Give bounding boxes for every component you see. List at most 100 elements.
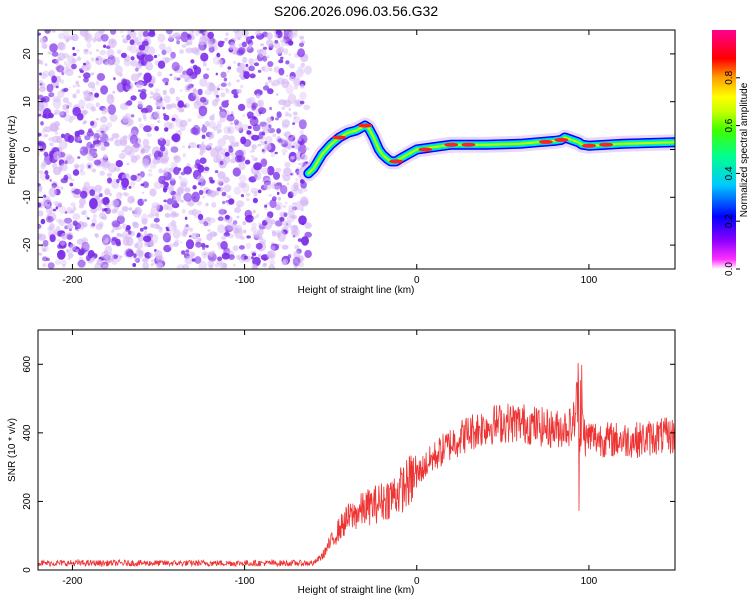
- noise-blob: [138, 117, 142, 123]
- noise-blob: [281, 106, 286, 111]
- noise-blob: [93, 159, 102, 166]
- noise-blob: [69, 182, 74, 187]
- noise-blob: [284, 111, 289, 116]
- noise-blob: [77, 156, 81, 159]
- noise-blob: [145, 105, 153, 113]
- noise-blob: [216, 147, 226, 154]
- noise-blob: [72, 46, 75, 51]
- noise-blob: [116, 232, 122, 237]
- noise-blob: [264, 135, 273, 145]
- noise-blob: [221, 100, 229, 108]
- spectrogram-x-ticks: -200 -100 0 100: [62, 30, 598, 286]
- noise-blob: [166, 205, 173, 211]
- noise-blob: [214, 190, 220, 196]
- noise-blob: [48, 69, 55, 78]
- noise-blob: [218, 181, 224, 186]
- noise-blob: [262, 46, 268, 50]
- noise-blob: [102, 264, 109, 269]
- noise-blob: [304, 222, 312, 229]
- noise-blob: [273, 66, 280, 73]
- noise-blob: [95, 205, 103, 211]
- noise-blob: [230, 114, 234, 117]
- noise-blob: [224, 214, 230, 220]
- noise-blob: [214, 263, 220, 268]
- noise-blob: [143, 162, 150, 169]
- noise-blob: [205, 244, 209, 248]
- noise-blob: [170, 161, 178, 168]
- noise-blob: [295, 69, 304, 78]
- noise-blob: [81, 241, 90, 252]
- noise-blob: [85, 60, 90, 66]
- noise-blob: [208, 82, 216, 92]
- noise-blob: [96, 72, 106, 82]
- noise-blob: [245, 242, 251, 250]
- noise-blob: [163, 81, 166, 84]
- noise-blob: [51, 30, 56, 33]
- noise-blob: [222, 200, 226, 205]
- noise-blob: [293, 116, 297, 120]
- x-tick-label: 100: [581, 576, 598, 587]
- noise-blob: [188, 235, 192, 238]
- noise-blob: [49, 210, 52, 214]
- noise-blob: [272, 133, 276, 138]
- y-tick-label: 0: [22, 146, 33, 152]
- noise-blob: [106, 48, 115, 58]
- noise-blob: [191, 253, 194, 257]
- noise-blob: [38, 86, 46, 93]
- noise-blob: [242, 229, 247, 234]
- noise-blob: [84, 33, 90, 40]
- noise-blob: [165, 57, 171, 63]
- noise-blob: [299, 35, 305, 40]
- noise-blob: [89, 198, 98, 210]
- noise-blob: [68, 118, 73, 123]
- noise-blob: [95, 144, 101, 148]
- noise-blob: [285, 137, 293, 145]
- noise-blob: [163, 185, 169, 191]
- noise-blob: [246, 235, 251, 239]
- noise-blob: [254, 170, 262, 181]
- noise-blob: [191, 30, 195, 33]
- noise-blob: [262, 85, 270, 91]
- noise-blob: [123, 59, 131, 67]
- noise-blob: [157, 54, 161, 57]
- noise-blob: [250, 35, 255, 39]
- noise-blob: [184, 79, 188, 82]
- noise-blob: [129, 44, 138, 54]
- noise-blob: [172, 32, 181, 39]
- noise-blob: [182, 153, 186, 158]
- noise-blob: [43, 194, 47, 198]
- noise-blob: [95, 80, 100, 86]
- noise-blob: [74, 222, 82, 230]
- noise-blob: [100, 146, 106, 151]
- noise-blob: [186, 68, 194, 76]
- noise-blob: [61, 235, 66, 239]
- noise-blob: [142, 30, 150, 38]
- noise-blob: [98, 30, 105, 34]
- noise-blob: [270, 82, 276, 87]
- noise-blob: [130, 73, 139, 82]
- noise-blob: [197, 237, 203, 243]
- noise-blob: [69, 243, 76, 251]
- noise-blob: [164, 152, 169, 156]
- noise-blob: [139, 72, 143, 76]
- noise-blob: [137, 198, 144, 206]
- noise-blob: [267, 211, 274, 219]
- snr-x-label: Height of straight line (km): [298, 585, 415, 596]
- noise-blob: [39, 37, 47, 44]
- noise-blob: [223, 77, 228, 82]
- noise-blob: [153, 125, 159, 131]
- noise-blob: [131, 198, 134, 202]
- noise-blob: [106, 94, 115, 105]
- x-tick-label: -100: [235, 275, 255, 286]
- noise-blob: [299, 91, 307, 100]
- noise-blob: [111, 220, 121, 228]
- noise-blob: [66, 234, 73, 240]
- noise-blob: [104, 188, 111, 196]
- noise-blob: [250, 187, 259, 194]
- noise-blob: [116, 178, 120, 184]
- noise-blob: [129, 181, 136, 187]
- noise-blob: [213, 90, 219, 96]
- noise-blob: [155, 262, 164, 269]
- noise-blob: [198, 260, 207, 269]
- noise-blob: [289, 35, 293, 39]
